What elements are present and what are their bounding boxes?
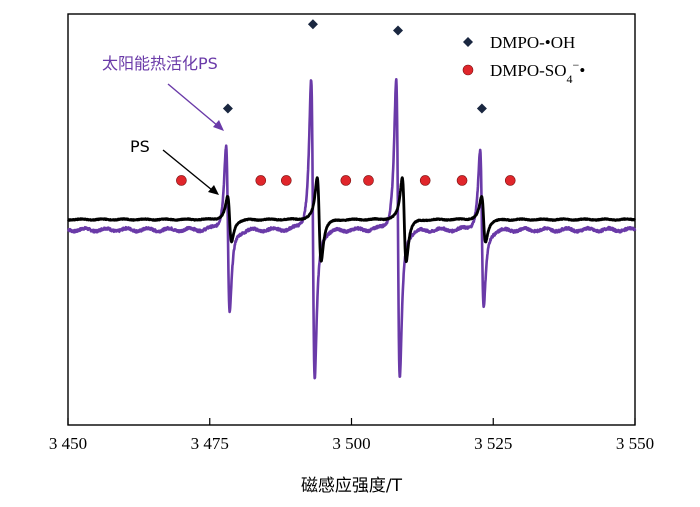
series-line-solar-ps: [66, 77, 637, 380]
annotation-arrowhead-solar-ps: [213, 120, 224, 131]
series-layer: [66, 77, 637, 380]
oh-marker: [392, 25, 403, 36]
x-tick-label: 3 500: [332, 434, 370, 453]
x-ticks: 3 450 3 475 3 500 3 525 3 550: [49, 418, 654, 453]
oh-marker: [222, 103, 233, 114]
annotation-ps: PS: [130, 137, 150, 156]
annotations: 太阳能热活化PS PS: [102, 54, 224, 195]
x-tick-label: 3 475: [191, 434, 229, 453]
legend-so4-marker: [462, 64, 474, 76]
so4-marker: [363, 175, 374, 186]
oh-marker: [307, 19, 318, 30]
annotation-arrowhead-ps: [208, 185, 219, 195]
legend: DMPO-•OH DMPO-SO4−•: [462, 33, 585, 86]
annotation-solar-ps: 太阳能热活化PS: [102, 54, 218, 73]
so4-marker: [456, 175, 468, 186]
annotation-arrow-solar-ps: [167, 83, 219, 127]
annotation-arrow-ps: [162, 149, 213, 191]
x-axis-title: 磁感应强度/T: [301, 476, 403, 496]
series-line-ps: [66, 176, 637, 264]
so4-marker: [176, 175, 187, 186]
legend-oh-marker: [463, 37, 473, 47]
markers-layer: [176, 19, 516, 186]
legend-oh-label: DMPO-•OH: [490, 33, 575, 52]
so4-marker: [419, 175, 431, 186]
x-tick-label: 3 525: [474, 434, 512, 453]
so4-marker: [340, 175, 352, 186]
x-tick-label: 3 550: [616, 434, 654, 453]
oh-marker: [476, 103, 487, 114]
so4-marker: [280, 175, 292, 186]
so4-marker: [255, 175, 267, 186]
x-tick-label: 3 450: [49, 434, 87, 453]
so4-marker: [504, 175, 516, 186]
legend-so4-label: DMPO-SO4−•: [490, 58, 585, 86]
